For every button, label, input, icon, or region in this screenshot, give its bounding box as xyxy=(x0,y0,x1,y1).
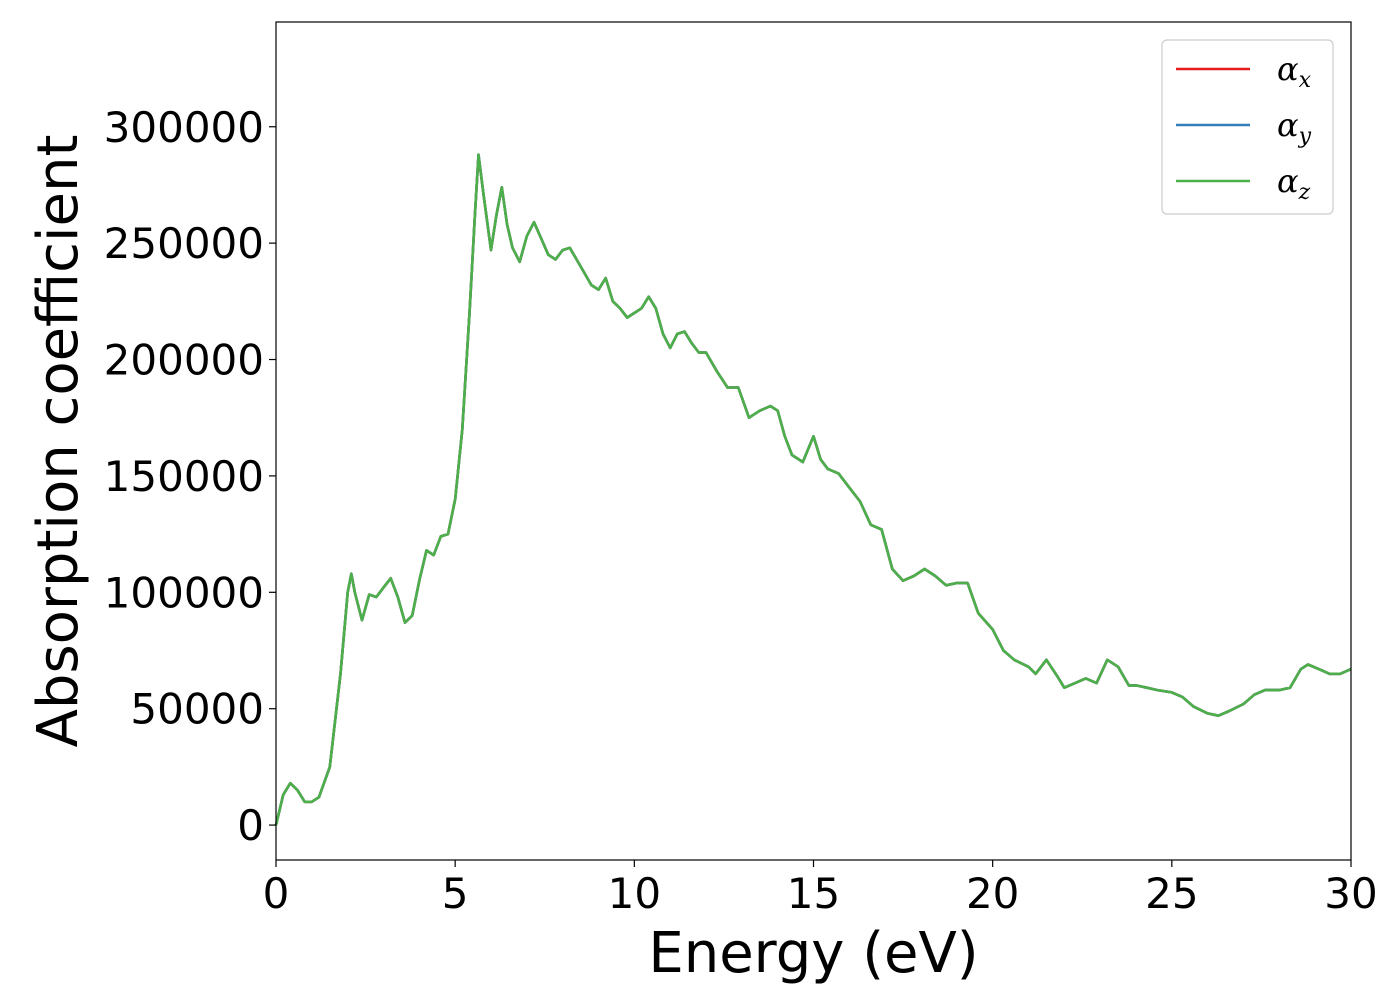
x-tick-label: 0 xyxy=(263,869,290,918)
y-tick-label: 150000 xyxy=(104,452,264,501)
y-tick-label: 250000 xyxy=(104,219,264,268)
series-line-2 xyxy=(274,153,1352,826)
y-tick-label: 50000 xyxy=(130,685,264,734)
x-tick-label: 15 xyxy=(787,869,840,918)
x-tick-label: 25 xyxy=(1145,869,1198,918)
x-axis-title: Energy (eV) xyxy=(648,921,978,986)
y-tick-label: 300000 xyxy=(104,103,264,152)
x-tick-label: 30 xyxy=(1324,869,1377,918)
legend-label-0: αx xyxy=(1277,50,1312,93)
series-layer xyxy=(274,153,1352,826)
legend: αx αy αz xyxy=(1161,39,1334,215)
legend-label-2: αz xyxy=(1277,162,1311,205)
y-tick-label: 0 xyxy=(237,801,264,850)
y-tick-label: 200000 xyxy=(104,336,264,385)
x-tick-label: 20 xyxy=(966,869,1019,918)
x-tick-label: 10 xyxy=(608,869,661,918)
series-line-1 xyxy=(274,153,1352,826)
series-line-0 xyxy=(274,153,1352,826)
y-axis: 0 50000 100000 150000 200000 250000 300000 xyxy=(104,103,276,850)
x-axis: 0 5 10 15 20 25 30 xyxy=(263,860,1378,918)
legend-label-1: αy xyxy=(1277,106,1312,149)
x-tick-label: 5 xyxy=(442,869,469,918)
y-tick-label: 100000 xyxy=(104,568,264,617)
legend-box xyxy=(1161,39,1334,215)
y-axis-title: Absorption coefficient xyxy=(26,135,91,748)
